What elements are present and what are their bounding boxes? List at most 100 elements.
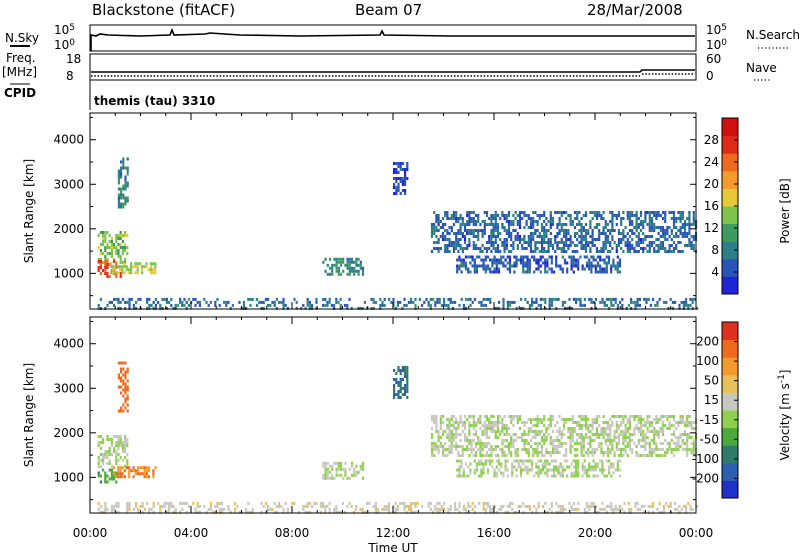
heatmap-cell [642, 232, 645, 235]
noise-left-tick-bottom: 100 [54, 38, 75, 52]
heatmap-cell [580, 235, 583, 238]
heatmap-cell [682, 303, 685, 307]
heatmap-cell [496, 436, 500, 439]
heatmap-cell [541, 465, 545, 469]
heatmap-cell [567, 244, 570, 247]
heatmap-cell [108, 450, 111, 453]
heatmap-cell [653, 247, 656, 250]
heatmap-cell [675, 220, 678, 223]
heatmap-cell [348, 257, 351, 261]
heatmap-cell [518, 226, 522, 229]
heatmap-cell [659, 214, 662, 217]
heatmap-cell [335, 269, 338, 273]
heatmap-cell [346, 263, 349, 267]
heatmap-cell [216, 501, 219, 505]
heatmap-cell [493, 270, 496, 274]
heatmap-cell [527, 235, 530, 238]
heatmap-cell [115, 510, 118, 514]
heatmap-cell [322, 303, 325, 307]
heatmap-cell [121, 234, 124, 237]
heatmap-cell [560, 418, 563, 421]
heatmap-cell [559, 504, 562, 508]
heatmap-cell [488, 454, 491, 457]
heatmap-cell [113, 303, 116, 307]
heatmap-cell [410, 507, 413, 511]
heatmap-cell [595, 214, 599, 217]
heatmap-cell [494, 436, 497, 439]
heatmap-cell [179, 297, 182, 301]
heatmap-cell [304, 306, 307, 310]
heatmap-cell [448, 232, 451, 235]
heatmap-cell [404, 387, 407, 390]
heatmap-cell [115, 453, 118, 456]
heatmap-cell [583, 255, 586, 259]
heatmap-cell [506, 303, 509, 307]
heatmap-cell [506, 267, 509, 271]
heatmap-cell [545, 250, 548, 253]
heatmap-cell [624, 451, 627, 454]
heatmap-cell [113, 447, 116, 450]
heatmap-cell [399, 165, 402, 168]
heatmap-cell [198, 303, 201, 307]
heatmap-cell [146, 300, 149, 304]
heatmap-cell [152, 271, 155, 275]
heatmap-cell [688, 232, 691, 235]
heatmap-cell [473, 297, 476, 301]
heatmap-cell [593, 433, 596, 436]
heatmap-cell [438, 297, 441, 301]
heatmap-cell [514, 448, 517, 451]
heatmap-cell [642, 436, 645, 439]
heatmap-cell [537, 264, 540, 268]
heatmap-cell [642, 424, 645, 427]
heatmap-cell [110, 240, 113, 243]
heatmap-cell [326, 470, 329, 474]
heatmap-cell [609, 241, 612, 244]
heatmap-cell [490, 241, 493, 244]
heatmap-cell [331, 269, 334, 273]
heatmap-cell [203, 297, 206, 301]
heatmap-cell [335, 461, 338, 465]
heatmap-cell [414, 501, 417, 505]
heatmap-cell [607, 471, 611, 475]
heatmap-cell [664, 232, 667, 235]
heatmap-cell [582, 235, 585, 238]
heatmap-cell [145, 472, 148, 476]
heatmap-cell [503, 244, 506, 247]
heatmap-cell [488, 247, 491, 250]
heatmap-cell [494, 250, 497, 253]
heatmap-cell [396, 300, 399, 304]
heatmap-cell [492, 244, 495, 247]
heatmap-cell [681, 421, 684, 424]
heatmap-cell [637, 250, 640, 253]
heatmap-cell [465, 306, 468, 310]
heatmap-cell [617, 229, 621, 232]
heatmap-cell [610, 297, 613, 301]
heatmap-cell [154, 268, 157, 272]
heatmap-cell [676, 507, 679, 511]
heatmap-cell [687, 501, 690, 505]
heatmap-cell [522, 459, 525, 463]
heatmap-cell [483, 232, 486, 235]
heatmap-cell [534, 442, 537, 445]
heatmap-cell [560, 241, 563, 244]
heatmap-cell [599, 255, 602, 259]
heatmap-cell [183, 501, 186, 505]
heatmap-cell [481, 442, 484, 445]
colorbar-swatch [722, 118, 738, 137]
heatmap-cell [557, 465, 560, 469]
heatmap-cell [139, 466, 142, 470]
heatmap-cell [203, 504, 206, 508]
heatmap-cell [550, 297, 553, 301]
heatmap-cell [430, 436, 434, 439]
heatmap-cell [500, 471, 503, 475]
heatmap-cell [475, 465, 479, 469]
heatmap-cell [115, 501, 118, 505]
heatmap-cell [399, 387, 402, 390]
heatmap-cell [604, 235, 607, 238]
heatmap-cell [119, 306, 122, 310]
heatmap-cell [540, 439, 544, 442]
heatmap-cell [626, 436, 629, 439]
heatmap-cell [511, 474, 514, 478]
heatmap-cell [628, 421, 632, 424]
heatmap-cell [466, 214, 469, 217]
